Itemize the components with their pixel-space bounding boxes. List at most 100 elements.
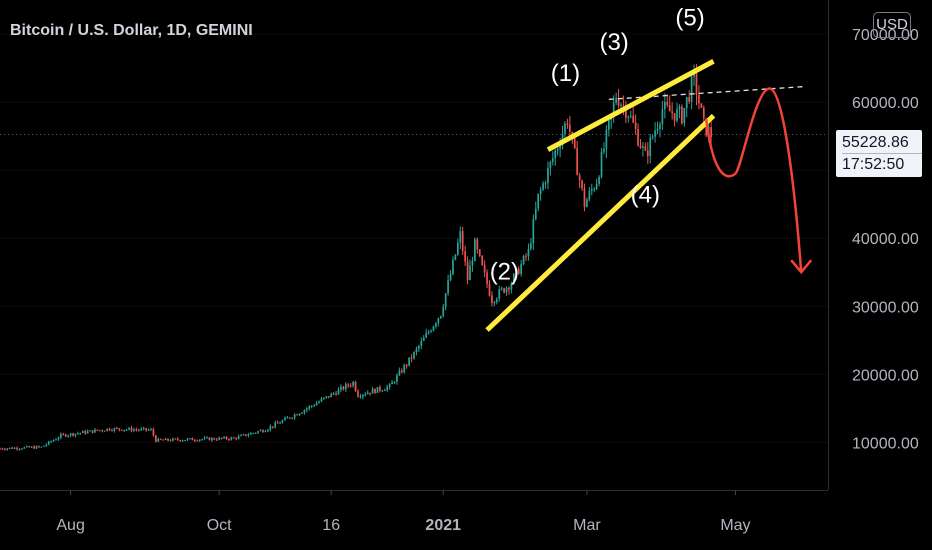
- candle-body: [262, 430, 264, 432]
- candle-body: [296, 414, 298, 416]
- candle-body: [35, 446, 38, 449]
- candle-body: [235, 437, 238, 439]
- candle-body: [671, 111, 673, 114]
- candle-body: [176, 438, 179, 441]
- candle-body: [147, 429, 150, 431]
- candle-body: [362, 394, 364, 397]
- candle-body: [376, 387, 379, 393]
- candle-body: [564, 123, 566, 134]
- candle-body: [629, 115, 632, 117]
- candle-body: [135, 429, 138, 431]
- candle-body: [554, 150, 557, 159]
- candle-body: [91, 430, 94, 433]
- candle-body: [418, 346, 420, 349]
- candle-body: [69, 433, 72, 436]
- candle-body: [510, 283, 513, 290]
- candle-body: [666, 101, 669, 106]
- last-price-tag: 55228.86 17:52:50: [836, 130, 922, 177]
- candle-body: [422, 337, 425, 341]
- candle-body: [551, 158, 554, 162]
- candle-body: [344, 384, 347, 390]
- wave-label: (5): [675, 4, 704, 31]
- candle-body: [702, 107, 705, 119]
- time-tick-label: Oct: [207, 517, 232, 534]
- candle-body: [186, 438, 189, 441]
- candle-body: [547, 168, 549, 184]
- time-tick-label: Aug: [56, 517, 84, 534]
- currency-button[interactable]: USD: [873, 12, 911, 38]
- candle-body: [276, 422, 279, 424]
- price-tick-label: 20000.00: [852, 367, 919, 384]
- candle-body: [62, 433, 65, 435]
- candle-body: [230, 437, 233, 440]
- candle-body: [595, 183, 598, 189]
- candle-body: [396, 375, 398, 383]
- candle-body: [225, 437, 228, 439]
- candle-body: [542, 183, 544, 190]
- candle-body: [698, 94, 700, 104]
- projection-path: [704, 87, 803, 273]
- candle-body: [196, 440, 199, 442]
- candle-body: [642, 146, 644, 148]
- candle-body: [495, 298, 498, 303]
- candle-body: [189, 438, 191, 440]
- candle-body: [517, 268, 520, 274]
- candle-body: [364, 394, 367, 396]
- candle-body: [293, 414, 296, 418]
- candle-body: [50, 441, 52, 443]
- candle-body: [111, 430, 113, 432]
- candle-body: [4, 449, 6, 451]
- candle-body: [644, 146, 647, 151]
- wave-label: (1): [551, 60, 580, 87]
- candle-body: [228, 438, 230, 440]
- candle-body: [456, 242, 459, 255]
- candle-body: [393, 382, 396, 384]
- candle-body: [454, 254, 457, 260]
- candle-body: [498, 289, 501, 299]
- candle-body: [332, 393, 335, 395]
- candle-body: [459, 231, 462, 243]
- candle-body: [25, 446, 28, 448]
- candle-body: [23, 447, 26, 449]
- candle-body: [491, 295, 493, 303]
- candle-body: [77, 433, 79, 435]
- candle-body: [242, 434, 245, 436]
- candle-body: [352, 381, 354, 386]
- candle-body: [600, 151, 603, 177]
- candle-body: [203, 437, 206, 440]
- annotations: (1) (2) (3) (4) (5): [0, 4, 828, 332]
- candle-body: [113, 428, 116, 431]
- candle-body: [240, 435, 242, 437]
- candle-body: [503, 288, 505, 293]
- candle-body: [98, 430, 101, 432]
- breakout-level-line: [608, 85, 807, 101]
- candle-body: [130, 427, 133, 431]
- price-tick-label: 30000.00: [852, 299, 919, 316]
- candle-body: [103, 430, 106, 432]
- candle-body: [38, 446, 40, 448]
- candle-body: [466, 261, 469, 281]
- candle-body: [28, 446, 31, 448]
- candle-body: [398, 370, 401, 376]
- candle-body: [469, 265, 471, 281]
- candle-body: [172, 438, 174, 441]
- candle-body: [710, 127, 712, 138]
- candle-body: [617, 98, 620, 107]
- candle-body: [488, 284, 491, 296]
- candle-body: [435, 323, 437, 327]
- candle-body: [388, 384, 391, 387]
- candle-body: [128, 427, 130, 430]
- candle-body: [637, 129, 639, 146]
- candle-body: [483, 265, 486, 273]
- candle-body: [247, 434, 250, 436]
- candle-body: [0, 448, 1, 450]
- candle-body: [18, 448, 21, 450]
- candle-body: [588, 190, 591, 200]
- candle-body: [179, 440, 182, 442]
- candle-body: [685, 97, 688, 109]
- candle-body: [45, 444, 48, 446]
- candle-body: [167, 438, 169, 441]
- candle-body: [308, 406, 311, 409]
- wave-label: (3): [599, 29, 628, 56]
